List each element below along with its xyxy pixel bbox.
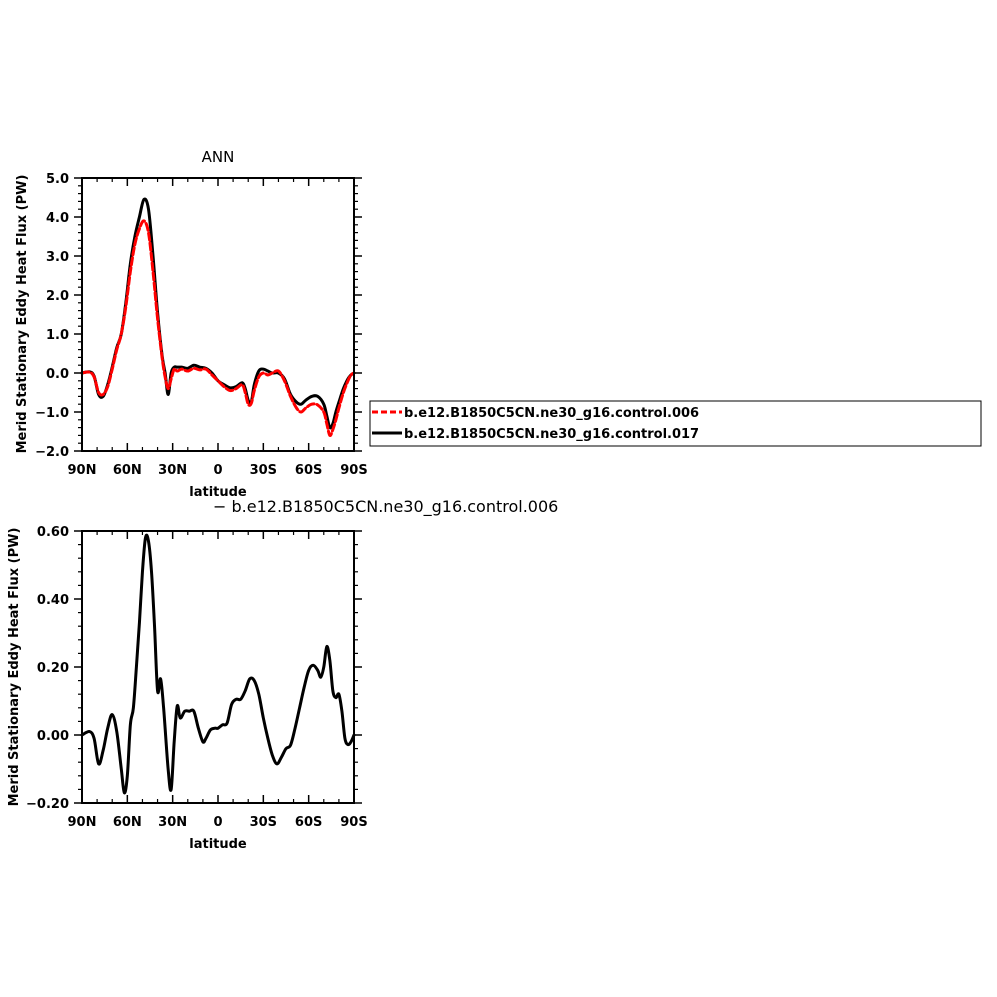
- top-y-tick-label: −1.0: [35, 406, 69, 421]
- top-plot-area: [80, 197, 356, 438]
- bottom-plot-area: [80, 533, 356, 795]
- bottom-x-tick-label: 90N: [68, 815, 97, 830]
- bottom-y-tick-label: −0.20: [26, 797, 69, 812]
- bottom-y-axis-label: Merid Stationary Eddy Heat Flux (PW): [7, 528, 22, 807]
- bottom-x-tick-label: 30N: [158, 815, 187, 830]
- top-y-tick-label: 2.0: [46, 289, 69, 304]
- bottom-x-tick-label: 60N: [113, 815, 142, 830]
- legend-entry-006: b.e12.B1850C5CN.ne30_g16.control.006: [372, 406, 699, 421]
- top-y-tick-label: 3.0: [46, 250, 69, 265]
- bottom-x-tick-label: 0: [213, 815, 222, 830]
- top-panel: ANN 90N 60N 30N 0 30S 60S 90S −2.0 −1.0 0.0 1.0 2.0…: [15, 148, 368, 500]
- top-y-tick-label: 5.0: [46, 172, 69, 187]
- bottom-x-tick-label: 60S: [295, 815, 322, 830]
- bottom-y-tick-label: 0.20: [37, 661, 69, 676]
- top-x-axis-label: latitude: [189, 485, 247, 500]
- legend-entry-017: b.e12.B1850C5CN.ne30_g16.control.017: [372, 427, 699, 442]
- bottom-ticks: 90N 60N 30N 0 30S 60S 90S −0.20 0.00 0.20 0.40 0.60: [26, 525, 368, 830]
- top-y-tick-label: −2.0: [35, 445, 69, 460]
- top-x-tick-label: 90S: [340, 463, 367, 478]
- top-y-tick-label: 0.0: [46, 367, 69, 382]
- top-x-tick-label: 30S: [250, 463, 277, 478]
- top-x-tick-label: 90N: [68, 463, 97, 478]
- top-ticks: 90N 60N 30N 0 30S 60S 90S −2.0 −1.0 0.0 1.0 2.0 3.0 4…: [35, 172, 368, 478]
- top-chart-title: ANN: [202, 148, 235, 166]
- bottom-y-tick-label: 0.00: [37, 729, 69, 744]
- top-x-tick-label: 30N: [158, 463, 187, 478]
- top-y-tick-label: 4.0: [46, 211, 69, 226]
- legend-label-017: b.e12.B1850C5CN.ne30_g16.control.017: [404, 427, 699, 442]
- bottom-y-tick-label: 0.60: [37, 525, 69, 540]
- bottom-plot-frame: [81, 530, 355, 804]
- bottom-y-tick-label: 0.40: [37, 593, 69, 608]
- bottom-panel: − b.e12.B1850C5CN.ne30_g16.control.006 9…: [7, 497, 558, 852]
- top-y-axis-label: Merid Stationary Eddy Heat Flux (PW): [15, 175, 30, 454]
- legend-box: [369, 400, 982, 447]
- bottom-x-tick-label: 30S: [250, 815, 277, 830]
- top-x-tick-label: 60S: [295, 463, 322, 478]
- top-x-tick-label: 60N: [113, 463, 142, 478]
- top-series-line-0: [80, 219, 356, 438]
- legend: b.e12.B1850C5CN.ne30_g16.control.006 b.e…: [369, 400, 982, 447]
- top-series-line-1: [80, 197, 356, 430]
- legend-label-006: b.e12.B1850C5CN.ne30_g16.control.006: [404, 406, 699, 421]
- top-y-tick-label: 1.0: [46, 328, 69, 343]
- bottom-x-tick-label: 90S: [340, 815, 367, 830]
- bottom-series-line-0: [80, 533, 356, 795]
- bottom-x-axis-label: latitude: [189, 837, 247, 852]
- bottom-chart-title: − b.e12.B1850C5CN.ne30_g16.control.006: [213, 497, 558, 517]
- top-x-tick-label: 0: [213, 463, 222, 478]
